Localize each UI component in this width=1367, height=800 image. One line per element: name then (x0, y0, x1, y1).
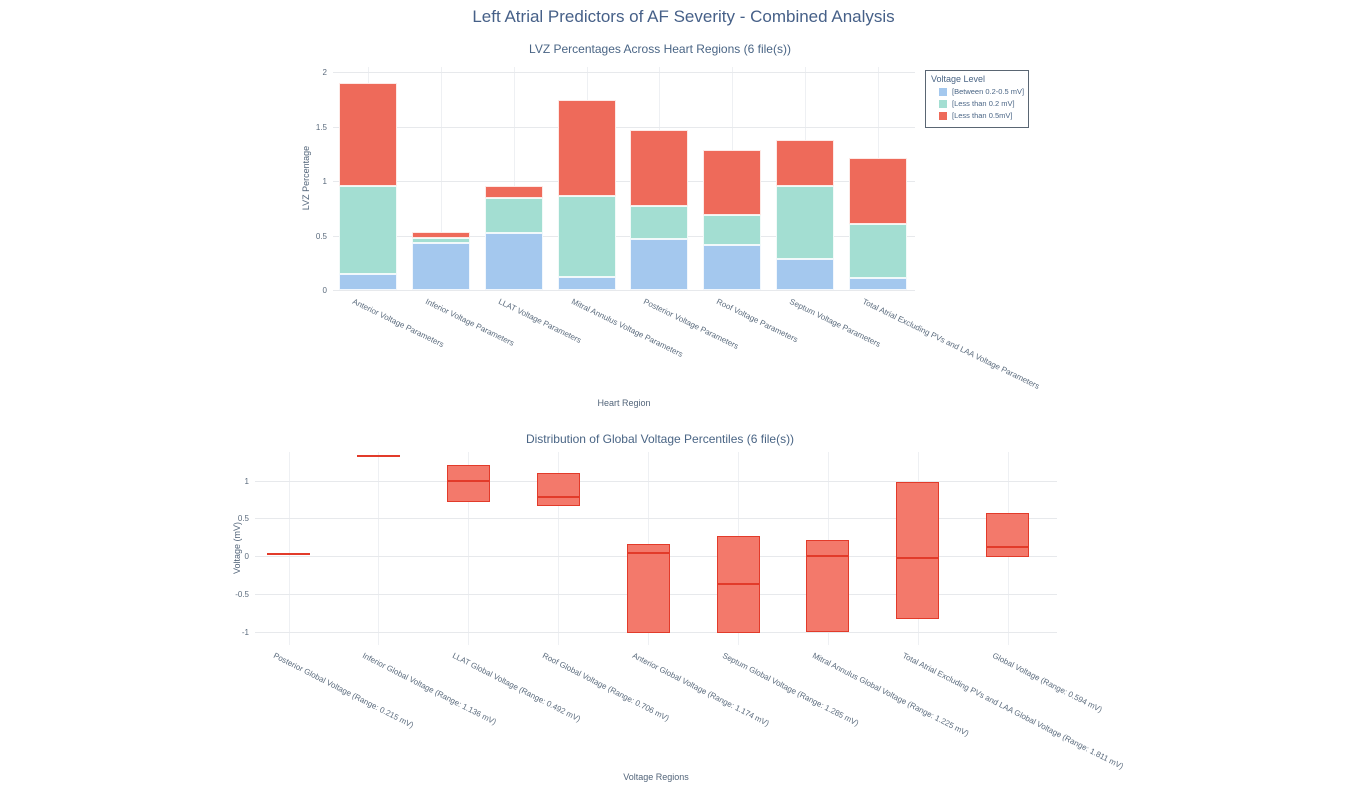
chart1-x-axis-title: Heart Region (597, 398, 651, 408)
box-median-line (537, 496, 579, 499)
bar-segment[interactable] (411, 243, 470, 290)
bar-segment[interactable] (339, 82, 397, 187)
legend-swatch-icon (939, 87, 947, 96)
bar-segment[interactable] (339, 273, 397, 290)
box-median-line (717, 582, 759, 585)
bar-segment[interactable] (484, 186, 543, 199)
y-tick-label: 1 (322, 177, 327, 186)
x-tick-label: Mitral Annulus Global Voltage (Range: 1.… (810, 651, 971, 739)
h-gridline (333, 181, 915, 182)
y-tick-label: -1 (241, 627, 249, 637)
box-plot-box[interactable] (986, 512, 1030, 558)
chart2-y-axis-title: Voltage (mV) (232, 521, 242, 575)
chart1-title: LVZ Percentages Across Heart Regions (6 … (529, 42, 791, 56)
x-tick-label: Posterior Global Voltage (Range: 0.215 m… (271, 651, 415, 730)
box-plot-box[interactable] (896, 482, 940, 619)
bar-segment[interactable] (703, 150, 762, 215)
box-plot-box[interactable] (446, 464, 490, 502)
v-gridline (288, 452, 290, 645)
bar-segment[interactable] (484, 198, 543, 234)
bar-segment[interactable] (557, 196, 616, 277)
bar-segment[interactable] (411, 237, 470, 244)
y-tick-label: 1.5 (315, 122, 327, 132)
page-title: Left Atrial Predictors of AF Severity - … (472, 7, 895, 26)
y-tick-label: 0 (322, 286, 327, 295)
bar-segment[interactable] (848, 223, 907, 278)
bar-segment[interactable] (557, 100, 616, 197)
y-tick-label: 0.5 (315, 231, 327, 241)
bar-segment[interactable] (557, 276, 616, 290)
box-median-line (897, 556, 939, 559)
bar-segment[interactable] (484, 233, 543, 290)
legend-item[interactable]: [Between 0.2-0.5 mV] (939, 87, 1025, 96)
h-gridline (255, 480, 1057, 482)
bar-segment[interactable] (630, 129, 689, 207)
legend-item-label: [Less than 0.5mV] (952, 111, 1013, 120)
legend-swatch-icon (939, 99, 947, 108)
box-plot-box[interactable] (536, 472, 580, 507)
legend-item[interactable]: [Less than 0.2 mV] (939, 99, 1023, 108)
box-median-line (987, 545, 1029, 548)
legend-item[interactable]: [Less than 0.5mV] (939, 111, 1023, 120)
legend-rows: [Between 0.2-0.5 mV] [Less than 0.2 mV] [L… (931, 87, 1025, 120)
bar-segment[interactable] (776, 186, 835, 260)
y-tick-label: 0 (244, 552, 249, 561)
bar-segment[interactable] (339, 186, 397, 274)
box-median-line (447, 480, 489, 483)
bar-segment[interactable] (630, 238, 689, 290)
legend-item-label: [Less than 0.2 mV] (952, 99, 1015, 108)
v-gridline (558, 452, 560, 645)
box-median-line (627, 551, 669, 554)
bar-segment[interactable] (703, 245, 762, 290)
h-gridline (333, 126, 915, 128)
x-tick-label: Anterior Global Voltage (Range: 1.174 mV… (631, 651, 771, 729)
y-tick-label: -0.5 (235, 589, 249, 599)
bar-segment[interactable] (630, 206, 689, 239)
h-gridline (255, 518, 1057, 520)
v-gridline (513, 67, 515, 290)
v-gridline (468, 452, 470, 645)
x-tick-label: Total Atrial Excluding PVs and LAA Volta… (861, 297, 1041, 391)
bar-segment[interactable] (703, 214, 762, 246)
chart1-legend: Voltage Level [Between 0.2-0.5 mV] [Less … (925, 70, 1029, 128)
chart2-x-axis-title: Voltage Regions (623, 772, 689, 782)
bar-segment[interactable] (776, 259, 835, 290)
h-gridline (333, 235, 915, 237)
legend-item-label: [Between 0.2-0.5 mV] (952, 87, 1025, 96)
legend-title: Voltage Level (931, 74, 986, 84)
box-plot-box[interactable] (356, 454, 400, 457)
box-plot-box[interactable] (267, 552, 310, 555)
v-gridline (378, 452, 380, 645)
h-gridline (333, 72, 915, 73)
y-tick-label: 1 (244, 476, 249, 486)
bar-segment[interactable] (848, 278, 907, 290)
bar-segment[interactable] (776, 139, 835, 187)
chart2-title: Distribution of Global Voltage Percentil… (525, 432, 795, 446)
bar-segment[interactable] (848, 158, 907, 224)
box-plot-box[interactable] (806, 540, 850, 633)
y-tick-label: 2 (322, 68, 327, 77)
v-gridline (440, 67, 442, 290)
box-plot-box[interactable] (626, 543, 670, 633)
h-gridline (333, 290, 915, 291)
bar-segment[interactable] (411, 232, 470, 238)
y-tick-label: 0.5 (237, 514, 249, 524)
legend-swatch-icon (939, 111, 947, 120)
box-median-line (807, 555, 849, 557)
